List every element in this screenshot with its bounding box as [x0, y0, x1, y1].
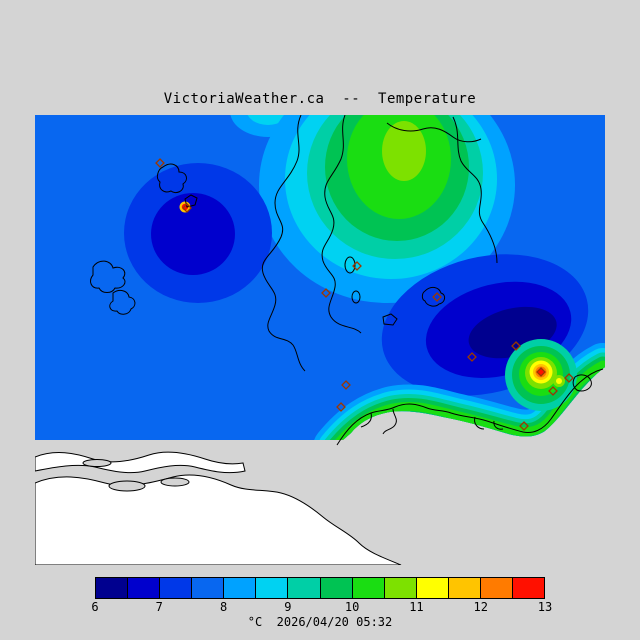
colorbar-tick-label: 6 — [91, 600, 99, 614]
temperature-map-canvas — [35, 115, 605, 565]
temperature-map — [35, 115, 605, 565]
station-marker — [336, 402, 346, 412]
station-marker — [564, 373, 574, 383]
colorbar-tick-label: 12 — [473, 600, 488, 614]
station-marker — [182, 203, 192, 213]
colorbar-tick-label: 10 — [344, 600, 360, 614]
station-marker — [467, 352, 477, 362]
colorbar-cell — [447, 578, 480, 598]
station-marker — [519, 421, 529, 431]
colorbar-cell — [319, 578, 352, 598]
colorbar-cell — [223, 578, 256, 598]
colorbar-cell — [351, 578, 384, 598]
colorbar-tick-label: 8 — [219, 600, 228, 614]
land-masses — [35, 451, 402, 565]
coastlines — [90, 115, 604, 446]
colorbar-tick-label: 7 — [155, 600, 163, 614]
colorbar-tick-label: 9 — [284, 600, 292, 614]
station-marker — [155, 158, 165, 168]
colorbar-scale — [95, 577, 545, 599]
colorbar-cell — [191, 578, 224, 598]
station-markers — [155, 158, 574, 431]
station-marker — [511, 341, 521, 351]
station-marker — [536, 367, 546, 377]
colorbar-cell — [159, 578, 192, 598]
station-marker — [321, 288, 331, 298]
station-marker — [352, 261, 362, 271]
temperature-field — [35, 115, 605, 440]
colorbar-ticks: 6 7 8 9 10 11 12 13 — [91, 600, 552, 614]
station-marker — [432, 292, 442, 302]
colorbar-tick-label: 13 — [537, 600, 553, 614]
colorbar-cell — [96, 578, 128, 598]
colorbar-cell — [479, 578, 513, 598]
colorbar-caption: °C 2026/04/20 05:32 — [247, 615, 393, 629]
station-marker — [548, 386, 558, 396]
colorbar-cell — [512, 578, 545, 598]
map-title: VictoriaWeather.ca -- Temperature — [163, 91, 477, 107]
colorbar-tick-label: 11 — [409, 600, 424, 614]
colorbar: 6 7 8 9 10 11 12 13 °C 2026/04/20 05:32 — [91, 577, 552, 629]
station-marker — [341, 380, 351, 390]
colorbar-cell — [127, 578, 160, 598]
colorbar-cell — [383, 578, 416, 598]
colorbar-cell — [287, 578, 320, 598]
colorbar-cell — [415, 578, 448, 598]
colorbar-cell — [255, 578, 288, 598]
